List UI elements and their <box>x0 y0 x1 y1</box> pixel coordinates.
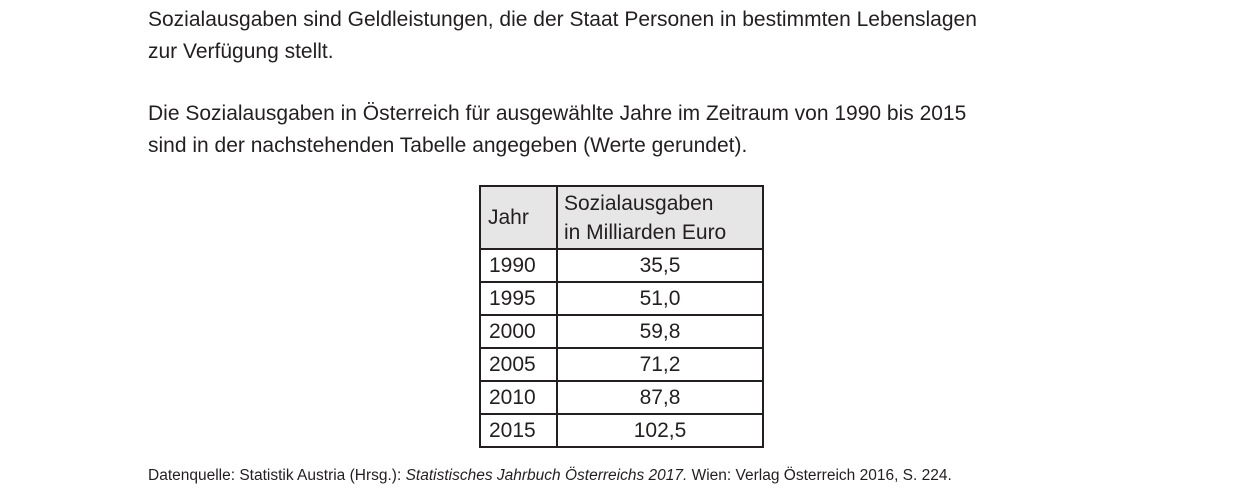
table-row: 1990 35,5 <box>479 248 764 283</box>
value-cell: 102,5 <box>556 413 764 448</box>
description-paragraph: Die Sozialausgaben in Österreich für aus… <box>148 98 1108 162</box>
source-prefix: Datenquelle: Statistik Austria (Hrsg.): <box>148 467 406 484</box>
table-header-row: Jahr Sozialausgaben in Milliarden Euro <box>479 185 764 250</box>
header-year: Jahr <box>479 185 558 250</box>
description-line-1: Die Sozialausgaben in Österreich für aus… <box>148 102 967 125</box>
table-row: 2015 102,5 <box>479 413 764 448</box>
year-cell: 1995 <box>479 281 558 316</box>
year-cell: 2015 <box>479 413 558 448</box>
value-cell: 59,8 <box>556 314 764 349</box>
value-cell: 87,8 <box>556 380 764 415</box>
intro-paragraph: Sozialausgaben sind Geldleistungen, die … <box>148 4 1108 68</box>
description-line-2: sind in der nachstehenden Tabelle angege… <box>148 134 748 157</box>
data-source-note: Datenquelle: Statistik Austria (Hrsg.): … <box>148 465 952 487</box>
intro-line-1: Sozialausgaben sind Geldleistungen, die … <box>148 8 977 31</box>
value-cell: 51,0 <box>556 281 764 316</box>
value-cell: 35,5 <box>556 248 764 283</box>
value-cell: 71,2 <box>556 347 764 382</box>
table-row: 1995 51,0 <box>479 281 764 316</box>
year-cell: 2005 <box>479 347 558 382</box>
intro-line-2: zur Verfügung stellt. <box>148 40 334 63</box>
social-expenditure-table: Jahr Sozialausgaben in Milliarden Euro 1… <box>479 185 764 448</box>
source-suffix: Wien: Verlag Österreich 2016, S. 224. <box>687 467 952 484</box>
year-cell: 2000 <box>479 314 558 349</box>
source-title: Statistisches Jahrbuch Österreichs 2017. <box>405 467 688 484</box>
table-row: 2000 59,8 <box>479 314 764 349</box>
header-value: Sozialausgaben in Milliarden Euro <box>556 185 764 250</box>
year-cell: 1990 <box>479 248 558 283</box>
header-value-line-2: in Milliarden Euro <box>564 220 727 244</box>
header-value-line-1: Sozialausgaben <box>564 191 714 215</box>
table-row: 2010 87,8 <box>479 380 764 415</box>
table-row: 2005 71,2 <box>479 347 764 382</box>
year-cell: 2010 <box>479 380 558 415</box>
